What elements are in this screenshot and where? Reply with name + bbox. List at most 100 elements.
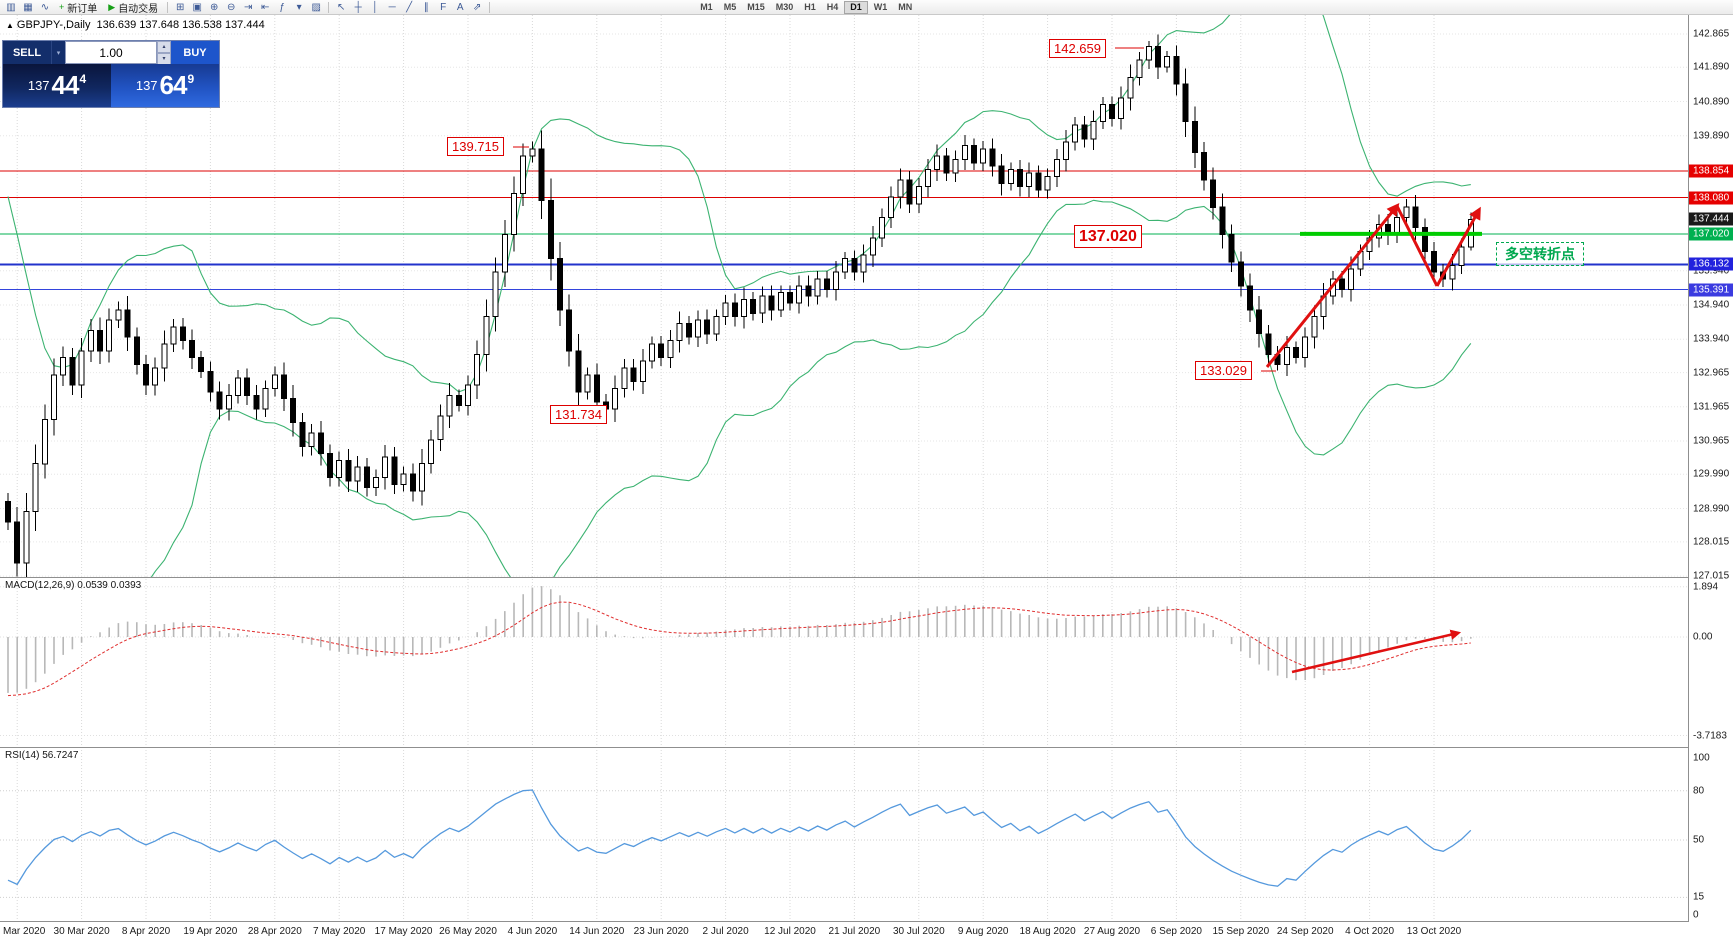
arrow-objects-icon[interactable]: ⇗ [472,1,482,13]
macd-grid [0,586,1688,736]
line-chart-icon[interactable]: ∿ [40,1,50,13]
timeframe-w1-button[interactable]: W1 [873,1,888,12]
price-axis-label: 80 [1693,785,1705,797]
price-axis-label: 133.940 [1693,333,1730,345]
date-axis-label: 20 Mar 2020 [0,926,46,937]
price-axis-label: 139.890 [1693,130,1730,142]
timeframe-h1-button[interactable]: H1 [804,1,816,12]
new-order-button-label: 新订单 [67,3,98,15]
auto-scroll-icon[interactable]: ⇥ [243,1,253,13]
date-axis-label: 18 Aug 2020 [1019,926,1076,937]
price-axis-label: 134.940 [1693,299,1730,311]
trendline-icon[interactable]: ╱ [406,1,413,13]
volume-input[interactable] [65,41,157,64]
toolbar-separator [167,1,169,13]
chart-title: ▲ GBPJPY-,Daily 136.639 137.648 136.538 13… [6,19,265,31]
indicators-icon[interactable]: ƒ [279,1,285,13]
toolbar: ▥ ▦ ∿ + 新订单 ▶ 自动交易 ⊞ ▣ ⊕ ⊖ ⇥ ⇤ ƒ ▾ ▨ ↖ ┼ │ ─ ╱ ∥ F A ⇗ M1 M5 M15 M30… [0,0,1733,15]
time-axis[interactable]: 20 Mar 2020 30 Mar 2020 8 Apr 2020 19 Apr 2… [0,922,1733,942]
price-axis-label: 0 [1693,909,1699,921]
bar-chart-icon[interactable]: ▥ [6,1,16,13]
date-axis-label: 24 Sep 2020 [1276,926,1334,937]
price-axis-label: 130.965 [1693,435,1730,447]
crosshair-icon[interactable]: ┼ [354,1,362,13]
price-axis-label: 50 [1693,834,1705,846]
price-axis-label: 142.865 [1693,28,1730,40]
timeframe-d1-button[interactable]: D1 [844,0,868,14]
order-type-dropdown[interactable]: ▾ [51,41,65,64]
volume-stepper: ▴ ▾ [157,41,171,65]
text-label-icon[interactable]: A [456,1,464,13]
timeframe-h4-button[interactable]: H4 [826,1,839,12]
pivot-point-annotation[interactable]: 多空转折点 [1496,242,1584,266]
macd-trend-arrow[interactable] [1291,629,1462,674]
date-axis-label: 23 Jun 2020 [633,926,689,937]
date-axis-label: 30 Mar 2020 [53,926,110,937]
price-tag: 135.391 [1689,283,1733,297]
trend-arrows[interactable] [1265,203,1481,368]
buy-price-pips: 64 [159,70,188,100]
price-axis-label: 128.015 [1693,536,1730,548]
date-axis-label: 9 Aug 2020 [957,926,1009,937]
price-axis-label: 1.894 [1693,581,1719,593]
zoom-out-icon[interactable]: ⊖ [226,1,236,13]
price-axis[interactable]: 142.865 141.890 140.890 139.890 135.940 134.9… [1689,15,1733,922]
equidistant-channel-icon[interactable]: ∥ [423,1,429,13]
autotrading-button[interactable]: ▶ 自动交易 [103,1,163,15]
date-axis-label: 12 Jul 2020 [764,926,816,937]
templates-icon[interactable]: ▨ [311,1,321,13]
timeframe-m1-button[interactable]: M1 [700,1,713,12]
price-tag: 137.020 [1689,227,1733,241]
candlestick-chart-icon[interactable]: ▦ [23,1,33,13]
cascade-windows-icon[interactable]: ▣ [192,1,202,13]
price-axis-label: 129.990 [1693,468,1730,480]
ohlc-values: 136.639 137.648 136.538 137.444 [96,19,265,31]
candles-layer [5,34,1474,577]
price-tag: 136.132 [1689,257,1733,271]
rsi-indicator-label: RSI(14) 56.7247 [5,750,79,761]
macd-indicator-label: MACD(12,26,9) 0.0539 0.0393 [5,580,142,591]
horizontal-line-icon[interactable]: ─ [388,1,396,13]
price-callout[interactable]: 137.020 [1074,225,1142,248]
toolbar-separator [489,1,491,13]
price-axis-label: 131.965 [1693,401,1730,413]
cursor-icon[interactable]: ↖ [336,1,346,13]
buy-button[interactable]: 137 64 9 [111,64,219,107]
buy-tab[interactable]: BUY [171,41,219,64]
one-click-price-row: 137 44 4 137 64 9 [3,64,219,107]
price-axis-label: 0.00 [1693,631,1713,643]
price-callout[interactable]: 131.734 [550,405,607,424]
sell-tab[interactable]: SELL [3,41,51,64]
macd-signal-line [7,601,1471,697]
chart-shift-icon[interactable]: ⇤ [260,1,270,13]
price-callout[interactable]: 139.715 [447,137,504,156]
price-tag: 137.444 [1689,212,1733,226]
panel-separators[interactable] [0,15,1733,922]
tile-windows-icon[interactable]: ⊞ [175,1,185,13]
sell-button[interactable]: 137 44 4 [3,64,111,107]
toolbar-separator [328,1,330,13]
indicator-dropdown-icon[interactable]: ▾ [296,1,302,13]
callout-connectors [513,47,1276,372]
date-axis-label: 28 Apr 2020 [247,926,302,937]
fibonacci-icon[interactable]: F [440,1,447,13]
vertical-line-icon[interactable]: │ [372,1,379,13]
timeframe-mn-button[interactable]: MN [898,1,913,12]
bollinger-bands[interactable] [7,0,1472,692]
price-axis-label: 127.015 [1693,570,1730,582]
timeframe-m5-button[interactable]: M5 [723,1,737,12]
volume-increase-button[interactable]: ▴ [157,41,171,53]
price-callout[interactable]: 133.029 [1195,361,1252,380]
timeframe-m30-button[interactable]: M30 [775,1,794,12]
new-order-button[interactable]: + 新订单 [54,1,102,15]
date-axis-label: 8 Apr 2020 [121,926,171,937]
date-axis-label: 17 May 2020 [374,926,433,937]
symbol-name: GBPJPY-,Daily [16,19,91,31]
price-callout[interactable]: 142.659 [1049,39,1106,58]
symbol-marker-icon: ▲ [6,21,14,30]
timeframe-m15-button[interactable]: M15 [747,1,765,12]
autotrading-button-label: 自动交易 [118,3,159,15]
zoom-in-icon[interactable]: ⊕ [209,1,219,13]
price-axis-label: 140.890 [1693,96,1730,108]
